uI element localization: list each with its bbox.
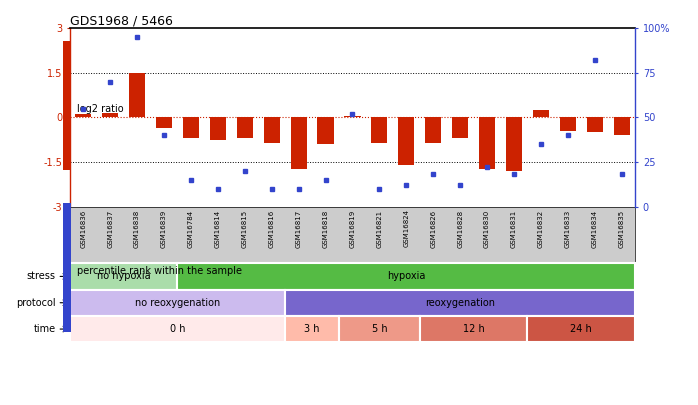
Text: GSM16831: GSM16831 [511,209,517,247]
Bar [290,117,306,169]
Text: log2 ratio: log2 ratio [77,104,124,114]
Text: GSM16830: GSM16830 [484,209,490,247]
Text: percentile rank within the sample: percentile rank within the sample [77,266,242,276]
Text: no reoxygenation: no reoxygenation [135,298,220,308]
Text: GSM16836: GSM16836 [80,209,87,247]
Text: GSM16828: GSM16828 [457,209,463,247]
Text: hypoxia: hypoxia [387,271,426,281]
Bar [452,117,468,138]
Text: GSM16826: GSM16826 [430,209,436,247]
Text: GSM16838: GSM16838 [134,209,140,247]
Bar [614,117,630,135]
Bar [210,117,226,140]
Bar [425,117,441,143]
Bar [371,117,387,143]
Bar [318,117,334,144]
Bar [70,263,177,290]
Bar [399,117,415,165]
Bar [102,113,118,117]
Text: GSM16814: GSM16814 [215,209,221,247]
Bar [285,290,635,316]
Bar [70,316,285,342]
Bar [264,117,280,143]
Bar [177,263,635,290]
Bar [237,117,253,138]
Bar [419,316,528,342]
Text: GSM16824: GSM16824 [403,209,409,247]
Bar [75,115,91,117]
Bar [63,40,71,170]
Text: GSM16816: GSM16816 [269,209,275,247]
Text: GSM16832: GSM16832 [538,209,544,247]
Text: GSM16834: GSM16834 [592,209,597,247]
Bar [63,202,71,332]
Bar [506,117,522,171]
Bar [183,117,199,138]
Text: GSM16835: GSM16835 [618,209,625,247]
Text: GSM16833: GSM16833 [565,209,571,247]
Bar [344,116,361,117]
Bar [533,110,549,117]
Text: GSM16821: GSM16821 [376,209,383,247]
Bar [129,73,145,117]
Bar [560,117,576,131]
Bar [528,316,635,342]
Text: 5 h: 5 h [371,324,387,334]
Bar [70,290,285,316]
Text: GDS1968 / 5466: GDS1968 / 5466 [70,14,172,27]
Text: 3 h: 3 h [304,324,320,334]
Text: time: time [34,324,56,334]
Text: GSM16784: GSM16784 [188,209,194,247]
Text: no hypoxia: no hypoxia [97,271,151,281]
Text: GSM16815: GSM16815 [242,209,248,247]
Text: GSM16837: GSM16837 [107,209,113,247]
Bar [479,117,495,169]
Text: protocol: protocol [16,298,56,308]
Text: reoxygenation: reoxygenation [425,298,495,308]
Text: GSM16818: GSM16818 [322,209,329,247]
Bar [587,117,603,132]
Text: GSM16839: GSM16839 [161,209,167,247]
Text: 0 h: 0 h [170,324,185,334]
Text: GSM16817: GSM16817 [296,209,302,247]
Text: GSM16819: GSM16819 [350,209,355,247]
Bar [285,316,339,342]
Text: 24 h: 24 h [570,324,592,334]
Bar [156,117,172,128]
Text: 12 h: 12 h [463,324,484,334]
Bar [339,316,419,342]
Text: stress: stress [27,271,56,281]
